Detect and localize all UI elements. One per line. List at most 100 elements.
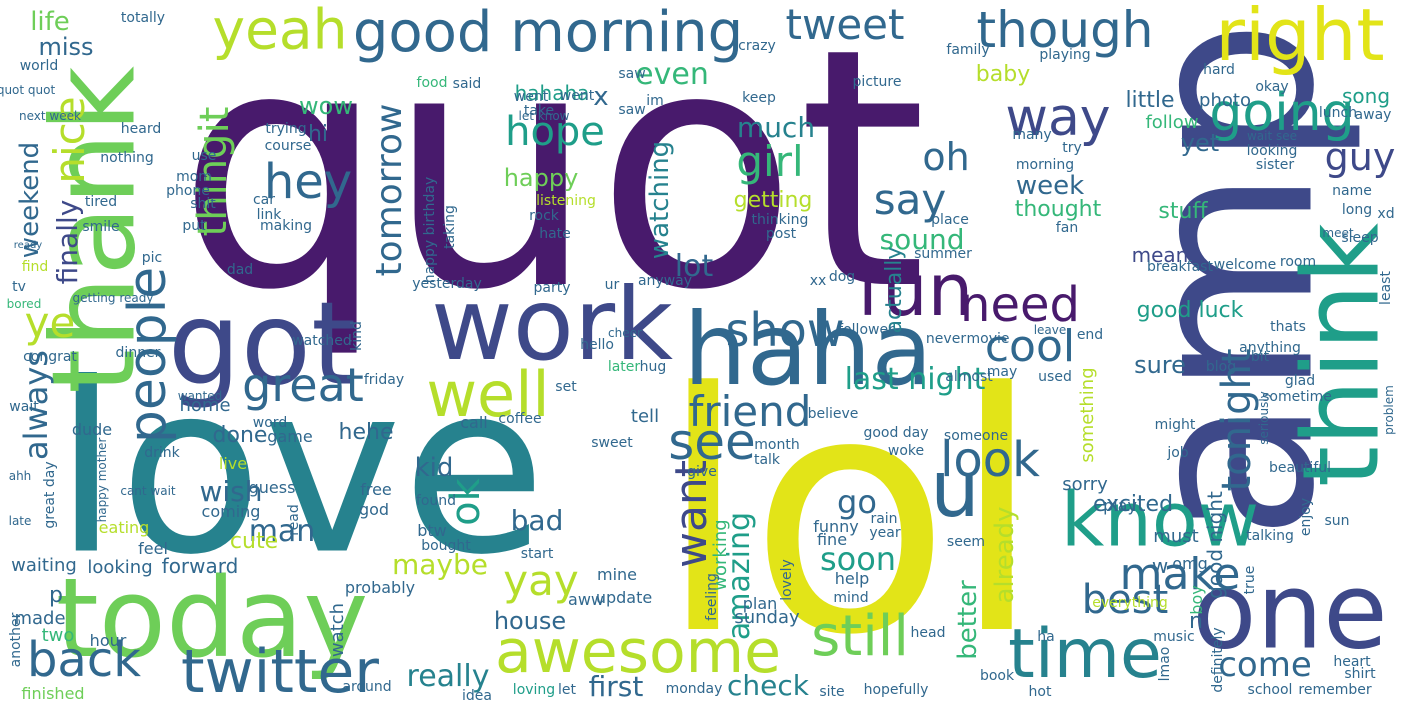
word-monday: monday (665, 681, 723, 697)
word-thought: thought (1014, 197, 1102, 222)
word-okay: okay (1255, 79, 1289, 95)
word-phone: phone (166, 183, 210, 199)
word-saw-2: saw (618, 102, 646, 118)
word-used: used (1038, 369, 1072, 385)
word-sure: sure (1134, 351, 1186, 379)
word-plan: plan (742, 594, 778, 613)
word-way: way (1005, 88, 1111, 148)
word-cool: cool (984, 321, 1076, 372)
word-pic: pic (141, 250, 163, 266)
word-watched: watched (292, 333, 352, 349)
word-waiting: waiting (11, 555, 77, 576)
word-true: true (1242, 565, 1258, 595)
word-actually: actually (882, 246, 907, 334)
word-course: course (264, 138, 312, 154)
word-bad: bad (510, 504, 564, 537)
word-still: still (811, 604, 909, 669)
word-it: it (192, 106, 238, 134)
word-come: come (1218, 645, 1312, 685)
word-dude: dude (71, 420, 113, 439)
word-might: might (1154, 417, 1196, 433)
word-long: long (1341, 202, 1373, 218)
word-quot-quot: quot quot (0, 83, 56, 97)
word-put: put (182, 218, 206, 234)
word-talk: talk (753, 452, 781, 468)
word-yeah: yeah (212, 0, 348, 62)
word-sweet: sweet (591, 435, 633, 451)
word-coming: coming (201, 502, 261, 521)
word-month: month (754, 437, 800, 453)
word-finally: finally (51, 199, 84, 285)
word-hot: hot (1028, 684, 1052, 700)
word-taking: taking (442, 205, 458, 249)
word-funny: funny (813, 517, 859, 536)
word-probably: probably (344, 578, 416, 597)
word-name: name (1332, 183, 1372, 199)
word-looking-2: looking (1246, 143, 1298, 159)
word-nothing: nothing (100, 150, 154, 166)
word-yesterday: yesterday (412, 276, 482, 292)
word-good-morning: good morning (352, 0, 744, 65)
word-tomorrow: tomorrow (369, 103, 410, 277)
word-guy: guy (1324, 135, 1396, 179)
word-soon: soon (819, 540, 897, 578)
word-congrat: congrat (23, 349, 77, 365)
word-week: week (1015, 171, 1085, 201)
word-believe: believe (807, 406, 859, 422)
word-cheer: cheer (608, 326, 642, 340)
word-fine: fine (816, 530, 848, 549)
word-may: may (986, 364, 1018, 380)
word-bored: bored (6, 297, 42, 311)
word-love: love (53, 333, 547, 607)
word-boy: boy (1187, 585, 1206, 615)
word-sun: sun (1324, 513, 1350, 529)
word-hopefully: hopefully (863, 682, 929, 698)
word-friend: friend (688, 387, 812, 436)
word-another: another (8, 612, 24, 668)
word-happy-birthday: happy birthday (422, 176, 438, 284)
word-feel: feel (138, 539, 168, 558)
word-back: back (26, 632, 142, 688)
word-job: job (1167, 445, 1189, 461)
word-last-night: last night (844, 362, 986, 397)
word-better: better (953, 580, 983, 660)
word-dinner: dinner (115, 345, 161, 361)
word-blog: blog (1205, 359, 1237, 375)
word-post: post (765, 226, 797, 242)
word-shirt: shirt (1344, 666, 1376, 682)
word-work: work (431, 266, 673, 383)
word-dog: dog (828, 269, 856, 285)
word-sunday: sunday (734, 607, 800, 628)
word-anyway: anyway (637, 273, 693, 289)
word-music: music (1153, 629, 1195, 645)
word-head: head (910, 625, 946, 641)
word-ha: ha (1037, 629, 1055, 645)
word-welcome: welcome (1213, 257, 1277, 273)
word-wish: wish (199, 475, 263, 508)
word-song: song (1341, 84, 1391, 108)
word-miss: miss (38, 33, 94, 61)
word-summer: summer (914, 246, 972, 262)
word-today: today (55, 554, 369, 682)
word-ye: ye (24, 298, 76, 347)
word-well: well (426, 358, 550, 431)
word-almost: almost (945, 369, 993, 385)
word-coffee: coffee (498, 411, 542, 427)
word-forward: forward (161, 554, 239, 578)
word-watch: watch (327, 602, 348, 658)
word-good-luck: good luck (1136, 298, 1244, 323)
word-breakfast: breakfast (1147, 259, 1213, 275)
word-god: god (358, 500, 390, 519)
word-oh: oh (922, 135, 970, 179)
word-baby: baby (975, 62, 1031, 87)
word-w: w (1151, 554, 1169, 578)
word-woke: woke (887, 443, 925, 459)
word-u: u (930, 445, 980, 535)
word-show: show (725, 303, 845, 357)
word-wait: wait (9, 399, 39, 415)
word-really: really (406, 659, 490, 694)
word-car: car (252, 192, 276, 208)
word-guess: guess (248, 478, 296, 497)
word-ready: ready (13, 240, 43, 251)
